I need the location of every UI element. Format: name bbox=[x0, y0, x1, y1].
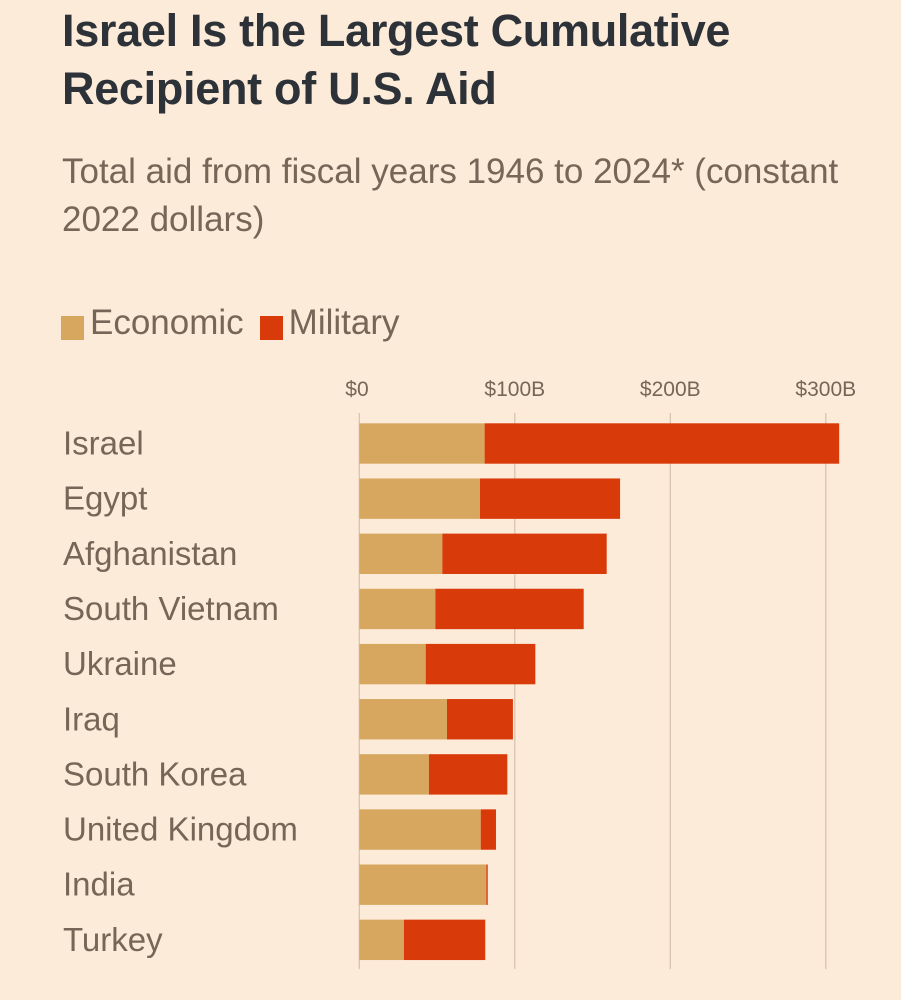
bar-military bbox=[403, 919, 486, 961]
bar-economic bbox=[359, 754, 429, 795]
bar-military bbox=[480, 809, 496, 850]
category-label: Israel bbox=[63, 425, 144, 462]
legend: Economic Military bbox=[61, 300, 416, 346]
x-tick-label: $200B bbox=[640, 378, 701, 401]
category-label: Egypt bbox=[63, 480, 147, 517]
chart-subtitle: Total aid from fiscal years 1946 to 2024… bbox=[62, 152, 839, 239]
category-label: Turkey bbox=[63, 921, 163, 958]
bar-economic bbox=[359, 423, 485, 464]
legend-item-economic: Economic bbox=[61, 300, 244, 346]
bar-economic bbox=[359, 643, 426, 685]
category-label: Afghanistan bbox=[63, 535, 237, 572]
bar-military bbox=[435, 588, 584, 630]
category-label: Ukraine bbox=[63, 645, 177, 682]
x-tick-label: $100B bbox=[484, 378, 545, 401]
legend-label-economic: Economic bbox=[90, 303, 244, 342]
bar-economic bbox=[359, 699, 448, 740]
bar-military bbox=[484, 423, 840, 464]
bar-military bbox=[486, 864, 488, 905]
category-label: South Vietnam bbox=[63, 590, 279, 627]
chart-title: Israel Is the Largest Cumulative Recipie… bbox=[62, 5, 731, 114]
bar-economic bbox=[359, 588, 436, 630]
legend-item-military: Military bbox=[259, 300, 400, 346]
x-axis-tick-labels: $0 $100B $200B $300B bbox=[345, 378, 856, 401]
bar-military bbox=[479, 478, 621, 519]
x-tick-label: $300B bbox=[795, 378, 856, 401]
x-tick-label: $0 bbox=[345, 378, 368, 401]
category-label: South Korea bbox=[63, 755, 247, 792]
bar-economic bbox=[359, 533, 443, 574]
bar-economic bbox=[359, 919, 404, 961]
category-labels: Israel Egypt Afghanistan South Vietnam Ukrai… bbox=[63, 425, 298, 958]
legend-label-military: Military bbox=[288, 303, 400, 342]
bar-economic bbox=[359, 864, 487, 905]
bar-military bbox=[442, 533, 607, 574]
bar-economic bbox=[359, 478, 480, 519]
legend-swatch-military bbox=[259, 316, 283, 340]
bar-military bbox=[425, 643, 536, 685]
category-label: India bbox=[63, 866, 135, 903]
legend-swatch-economic bbox=[61, 316, 84, 340]
bars bbox=[359, 423, 840, 961]
bar-military bbox=[428, 754, 508, 795]
category-label: Iraq bbox=[63, 700, 120, 737]
bar-military bbox=[447, 699, 513, 740]
bar-economic bbox=[359, 809, 481, 850]
category-label: United Kingdom bbox=[63, 811, 298, 848]
